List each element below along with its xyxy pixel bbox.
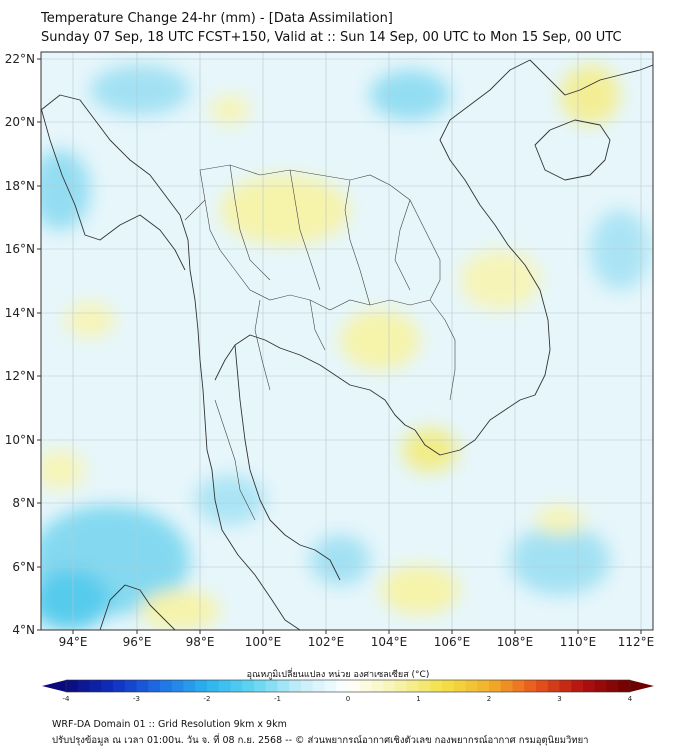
colorbar-cell [606, 680, 619, 692]
lon-label: 112°E [618, 635, 655, 649]
colorbar-cell [101, 680, 114, 692]
colorbar-cell [171, 680, 184, 692]
colorbar-cell [465, 680, 478, 692]
colorbar-cell [136, 680, 149, 692]
colorbar-cell [148, 680, 161, 692]
colorbar-cell [218, 680, 231, 692]
colorbar-tick-label: 4 [628, 695, 633, 703]
colorbar-tick-label: 1 [416, 695, 420, 703]
colorbar-cell [371, 680, 384, 692]
lon-label: 98°E [186, 635, 215, 649]
lon-label: 100°E [245, 635, 282, 649]
colorbar-cell [559, 680, 572, 692]
lon-label: 106°E [434, 635, 471, 649]
lat-label: 22°N [5, 52, 35, 66]
colorbar-cell [113, 680, 126, 692]
colorbar-cell [489, 680, 502, 692]
colorbar-cell [254, 680, 267, 692]
colorbar-tick-label: -3 [133, 695, 140, 703]
colorbar-cell [124, 680, 137, 692]
lat-label: 18°N [5, 179, 35, 193]
footer-update-info: ปรับปรุงข้อมูล ณ เวลา 01:00น. วัน จ. ที่… [52, 735, 589, 746]
colorbar-tick-label: 0 [346, 695, 350, 703]
colorbar-cell [160, 680, 173, 692]
colorbar-cell [395, 680, 408, 692]
colorbar-cell [195, 680, 208, 692]
lon-label: 102°E [308, 635, 345, 649]
province-borders [184, 164, 456, 521]
colorbar-cell [66, 680, 79, 692]
colorbar-tick-label: 3 [557, 695, 561, 703]
colorbar-cell [418, 680, 431, 692]
colorbar-cell [536, 680, 549, 692]
temperature-field [41, 52, 653, 630]
colorbar-cell [477, 680, 490, 692]
chart-title: Temperature Change 24-hr (mm) - [Data As… [41, 11, 393, 26]
colorbar-cell [583, 680, 596, 692]
colorbar-cell [77, 680, 90, 692]
colorbar-cell [512, 680, 525, 692]
map-frame [40, 51, 654, 631]
colorbar-cell [500, 680, 513, 692]
colorbar-tick-label: -1 [274, 695, 281, 703]
colorbar-cell [430, 680, 443, 692]
colorbar-cell [312, 680, 325, 692]
colorbar-tick-label: 2 [487, 695, 491, 703]
lat-label: 14°N [5, 306, 35, 320]
colorbar-cell [324, 680, 337, 692]
colorbar-max-arrow [630, 680, 654, 692]
colorbar: -4 -3 -2 -1 0 1 2 3 4 [42, 679, 654, 703]
colorbar-cell [348, 680, 361, 692]
colorbar-cell [183, 680, 196, 692]
colorbar-cell [265, 680, 278, 692]
colorbar-label: อุณหภูมิเปลี่ยนแปลง หน่วย องศาเซลเซียส (… [246, 670, 430, 680]
colorbar-cell [277, 680, 290, 692]
colorbar-cell [336, 680, 349, 692]
colorbar-cell [594, 680, 607, 692]
lat-label: 10°N [5, 433, 35, 447]
colorbar-tick-label: -2 [204, 695, 211, 703]
colorbar-cell [242, 680, 255, 692]
lon-label: 108°E [497, 635, 534, 649]
lon-label: 96°E [123, 635, 152, 649]
colorbar-cell [571, 680, 584, 692]
chart-subtitle: Sunday 07 Sep, 18 UTC FCST+150, Valid at… [41, 30, 622, 45]
colorbar-cell [89, 680, 102, 692]
lat-label: 16°N [5, 242, 35, 256]
lat-label: 20°N [5, 115, 35, 129]
colorbar-cell [453, 680, 466, 692]
coastlines [41, 59, 653, 630]
colorbar-cell [524, 680, 537, 692]
colorbar-cell [383, 680, 396, 692]
colorbar-cell [289, 680, 302, 692]
colorbar-tick-label: -4 [63, 695, 71, 703]
lat-label: 8°N [12, 496, 35, 510]
graticule [41, 52, 653, 630]
colorbar-cell [301, 680, 314, 692]
lon-label: 110°E [560, 635, 597, 649]
colorbar-cell [547, 680, 560, 692]
colorbar-cell [442, 680, 455, 692]
colorbar-cell [618, 680, 631, 692]
lon-label: 94°E [59, 635, 88, 649]
footer-model-info: WRF-DA Domain 01 :: Grid Resolution 9km … [52, 719, 287, 730]
lat-label: 6°N [12, 560, 35, 574]
colorbar-cell [406, 680, 419, 692]
colorbar-min-arrow [42, 680, 66, 692]
colorbar-cell [359, 680, 372, 692]
colorbar-cell [207, 680, 220, 692]
lon-label: 104°E [371, 635, 408, 649]
lat-label: 12°N [5, 369, 35, 383]
colorbar-cell [230, 680, 243, 692]
lat-label: 4°N [12, 623, 35, 637]
